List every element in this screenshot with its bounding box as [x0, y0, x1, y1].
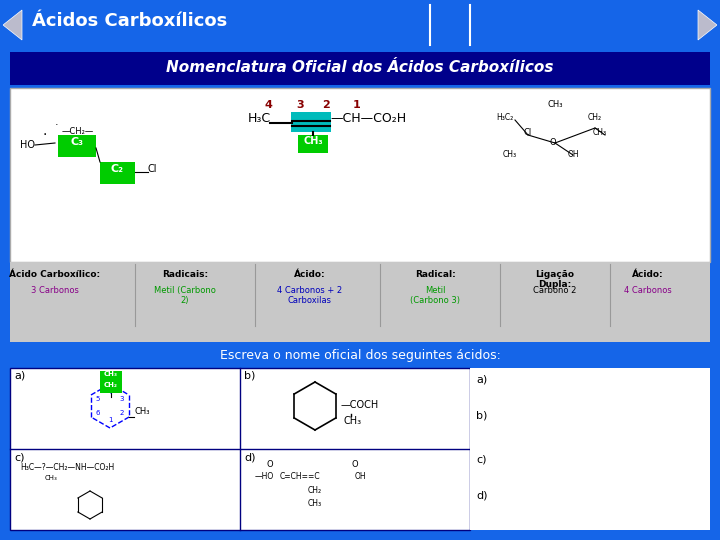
- Text: 2: 2: [120, 410, 125, 416]
- Text: 1: 1: [353, 100, 361, 110]
- Text: d): d): [244, 452, 256, 462]
- Bar: [10, 342, 710, 368]
- Text: Radicais:: Radicais:: [162, 270, 208, 279]
- Polygon shape: [698, 10, 717, 40]
- Text: O: O: [549, 138, 557, 147]
- Text: CH₃: CH₃: [547, 100, 563, 109]
- Text: —HO: —HO: [255, 472, 274, 481]
- Bar: [10, 328, 710, 342]
- Text: Cl: Cl: [148, 164, 158, 174]
- Text: c): c): [14, 452, 24, 462]
- Text: Carbono 2: Carbono 2: [534, 286, 577, 295]
- Bar: [10, 368, 470, 530]
- Text: C=CH==C: C=CH==C: [280, 472, 320, 481]
- Text: CH₃: CH₃: [308, 499, 322, 508]
- Text: Ácido:: Ácido:: [294, 270, 326, 279]
- Text: 4: 4: [264, 100, 272, 110]
- Text: 3: 3: [120, 396, 125, 402]
- Text: —CH₂—: —CH₂—: [62, 127, 94, 136]
- Text: Ácidos Carboxílicos: Ácidos Carboxílicos: [32, 12, 228, 30]
- Text: O: O: [351, 460, 359, 469]
- Bar: [58, 135, 96, 157]
- Text: C₂: C₂: [110, 164, 124, 174]
- Text: OH: OH: [355, 472, 366, 481]
- Text: 5: 5: [96, 396, 100, 402]
- Bar: [100, 371, 122, 382]
- Bar: [291, 112, 331, 132]
- Text: Ácido:: Ácido:: [632, 270, 664, 279]
- Text: 4: 4: [108, 389, 112, 395]
- Text: b): b): [476, 410, 487, 420]
- Text: C₃: C₃: [71, 137, 84, 147]
- Text: c): c): [476, 455, 487, 465]
- Text: H₃C—?—CH₂—NH—CO₂H: H₃C—?—CH₂—NH—CO₂H: [20, 463, 114, 472]
- Text: ·: ·: [55, 120, 58, 130]
- Polygon shape: [3, 10, 22, 40]
- Text: H₃C₂: H₃C₂: [496, 113, 513, 122]
- Text: 4 Carbonos: 4 Carbonos: [624, 286, 672, 295]
- Text: 3: 3: [296, 100, 304, 110]
- Text: OH: OH: [567, 150, 579, 159]
- Text: b): b): [244, 371, 256, 381]
- Bar: [0, 0, 720, 50]
- Text: HO: HO: [20, 140, 35, 150]
- Text: Radical:: Radical:: [415, 270, 455, 279]
- Text: 6: 6: [96, 410, 100, 416]
- Text: ·: ·: [42, 128, 48, 142]
- Text: 3 Carbonos: 3 Carbonos: [31, 286, 79, 295]
- Bar: [298, 135, 328, 153]
- Text: 4 Carbonos + 2
Carboxilas: 4 Carbonos + 2 Carboxilas: [277, 286, 343, 306]
- Text: Escreva o nome oficial dos seguintes ácidos:: Escreva o nome oficial dos seguintes áci…: [220, 348, 500, 361]
- Text: Ligação
Dupla:: Ligação Dupla:: [536, 270, 575, 289]
- Text: O: O: [266, 460, 274, 469]
- Bar: [10, 88, 710, 262]
- Text: Metil (Carbono
2): Metil (Carbono 2): [154, 286, 216, 306]
- Text: CH₃: CH₃: [593, 128, 607, 137]
- Text: CH₃: CH₃: [503, 150, 517, 159]
- Text: CH₃: CH₃: [45, 475, 58, 481]
- Text: Metil
(Carbono 3): Metil (Carbono 3): [410, 286, 460, 306]
- Text: a): a): [14, 371, 25, 381]
- Bar: [10, 52, 710, 85]
- Text: CH₃: CH₃: [104, 371, 118, 377]
- Text: —COCH: —COCH: [341, 400, 379, 410]
- Text: a): a): [476, 375, 487, 385]
- Bar: [0, 530, 720, 540]
- Text: CH₃: CH₃: [134, 408, 150, 416]
- Bar: [10, 262, 710, 328]
- Text: CH₃: CH₃: [303, 136, 323, 146]
- Text: —CH—CO₂H: —CH—CO₂H: [330, 112, 406, 125]
- Text: CH₂: CH₂: [104, 382, 118, 388]
- Text: H₃C: H₃C: [248, 112, 271, 125]
- Text: 2: 2: [322, 100, 330, 110]
- Text: CH₂: CH₂: [588, 113, 602, 122]
- Bar: [100, 162, 135, 184]
- Bar: [470, 368, 710, 530]
- Bar: [100, 382, 122, 393]
- Text: CH₃: CH₃: [344, 416, 362, 426]
- Text: 1: 1: [108, 417, 112, 423]
- Text: d): d): [476, 490, 487, 500]
- Text: Ácido Carboxílico:: Ácido Carboxílico:: [9, 270, 101, 279]
- Text: CH₂: CH₂: [308, 486, 322, 495]
- Text: Nomenclatura Oficial dos Ácidos Carboxílicos: Nomenclatura Oficial dos Ácidos Carboxíl…: [166, 60, 554, 76]
- Bar: [10, 368, 710, 530]
- Text: Cl: Cl: [524, 128, 532, 137]
